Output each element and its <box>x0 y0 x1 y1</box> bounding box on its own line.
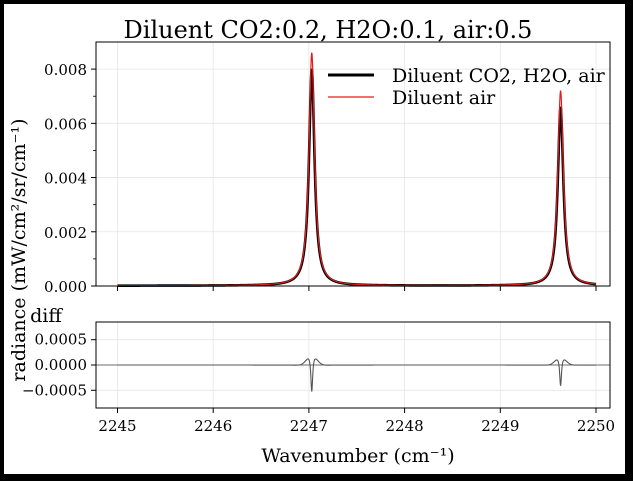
diff-y-tick-label-2: −0.0005 <box>22 381 87 399</box>
diff-y-tick-label-1: 0.0000 <box>35 356 88 374</box>
series-line-air <box>117 52 597 287</box>
main-y-tick-label-1: 0.002 <box>44 224 87 242</box>
main-y-tick-label-2: 0.004 <box>44 170 87 188</box>
main-y-tick-label-3: 0.006 <box>44 115 87 133</box>
legend-label-co2-h2o-air: Diluent CO2, H2O, air <box>392 65 606 87</box>
x-tick-label-3: 2248 <box>386 417 424 435</box>
main-y-tick-label-0: 0.000 <box>44 278 87 296</box>
chart-svg: Diluent CO2:0.2, H2O:0.1, air:0.5 radian… <box>8 16 615 467</box>
x-tick-label-2: 2247 <box>290 417 328 435</box>
x-tick-label-5: 2250 <box>577 417 615 435</box>
x-tick-label-1: 2246 <box>194 417 232 435</box>
legend-label-air: Diluent air <box>392 87 496 109</box>
x-tick-label-4: 2249 <box>481 417 519 435</box>
figure: Diluent CO2:0.2, H2O:0.1, air:0.5 radian… <box>4 4 625 474</box>
y-axis-label: radiance (mW/cm²/sr/cm⁻¹) <box>8 118 30 381</box>
x-axis-label: Wavenumber (cm⁻¹) <box>261 445 454 467</box>
main-y-tick-label-4: 0.008 <box>44 61 87 79</box>
main-plot-frame <box>95 41 611 287</box>
diff-y-tick-label-0: 0.0005 <box>35 331 88 349</box>
diff-series-line <box>117 358 596 392</box>
chart-title: Diluent CO2:0.2, H2O:0.1, air:0.5 <box>124 16 533 44</box>
diff-panel-label: diff <box>30 305 63 327</box>
x-tick-label-0: 2245 <box>98 417 136 435</box>
